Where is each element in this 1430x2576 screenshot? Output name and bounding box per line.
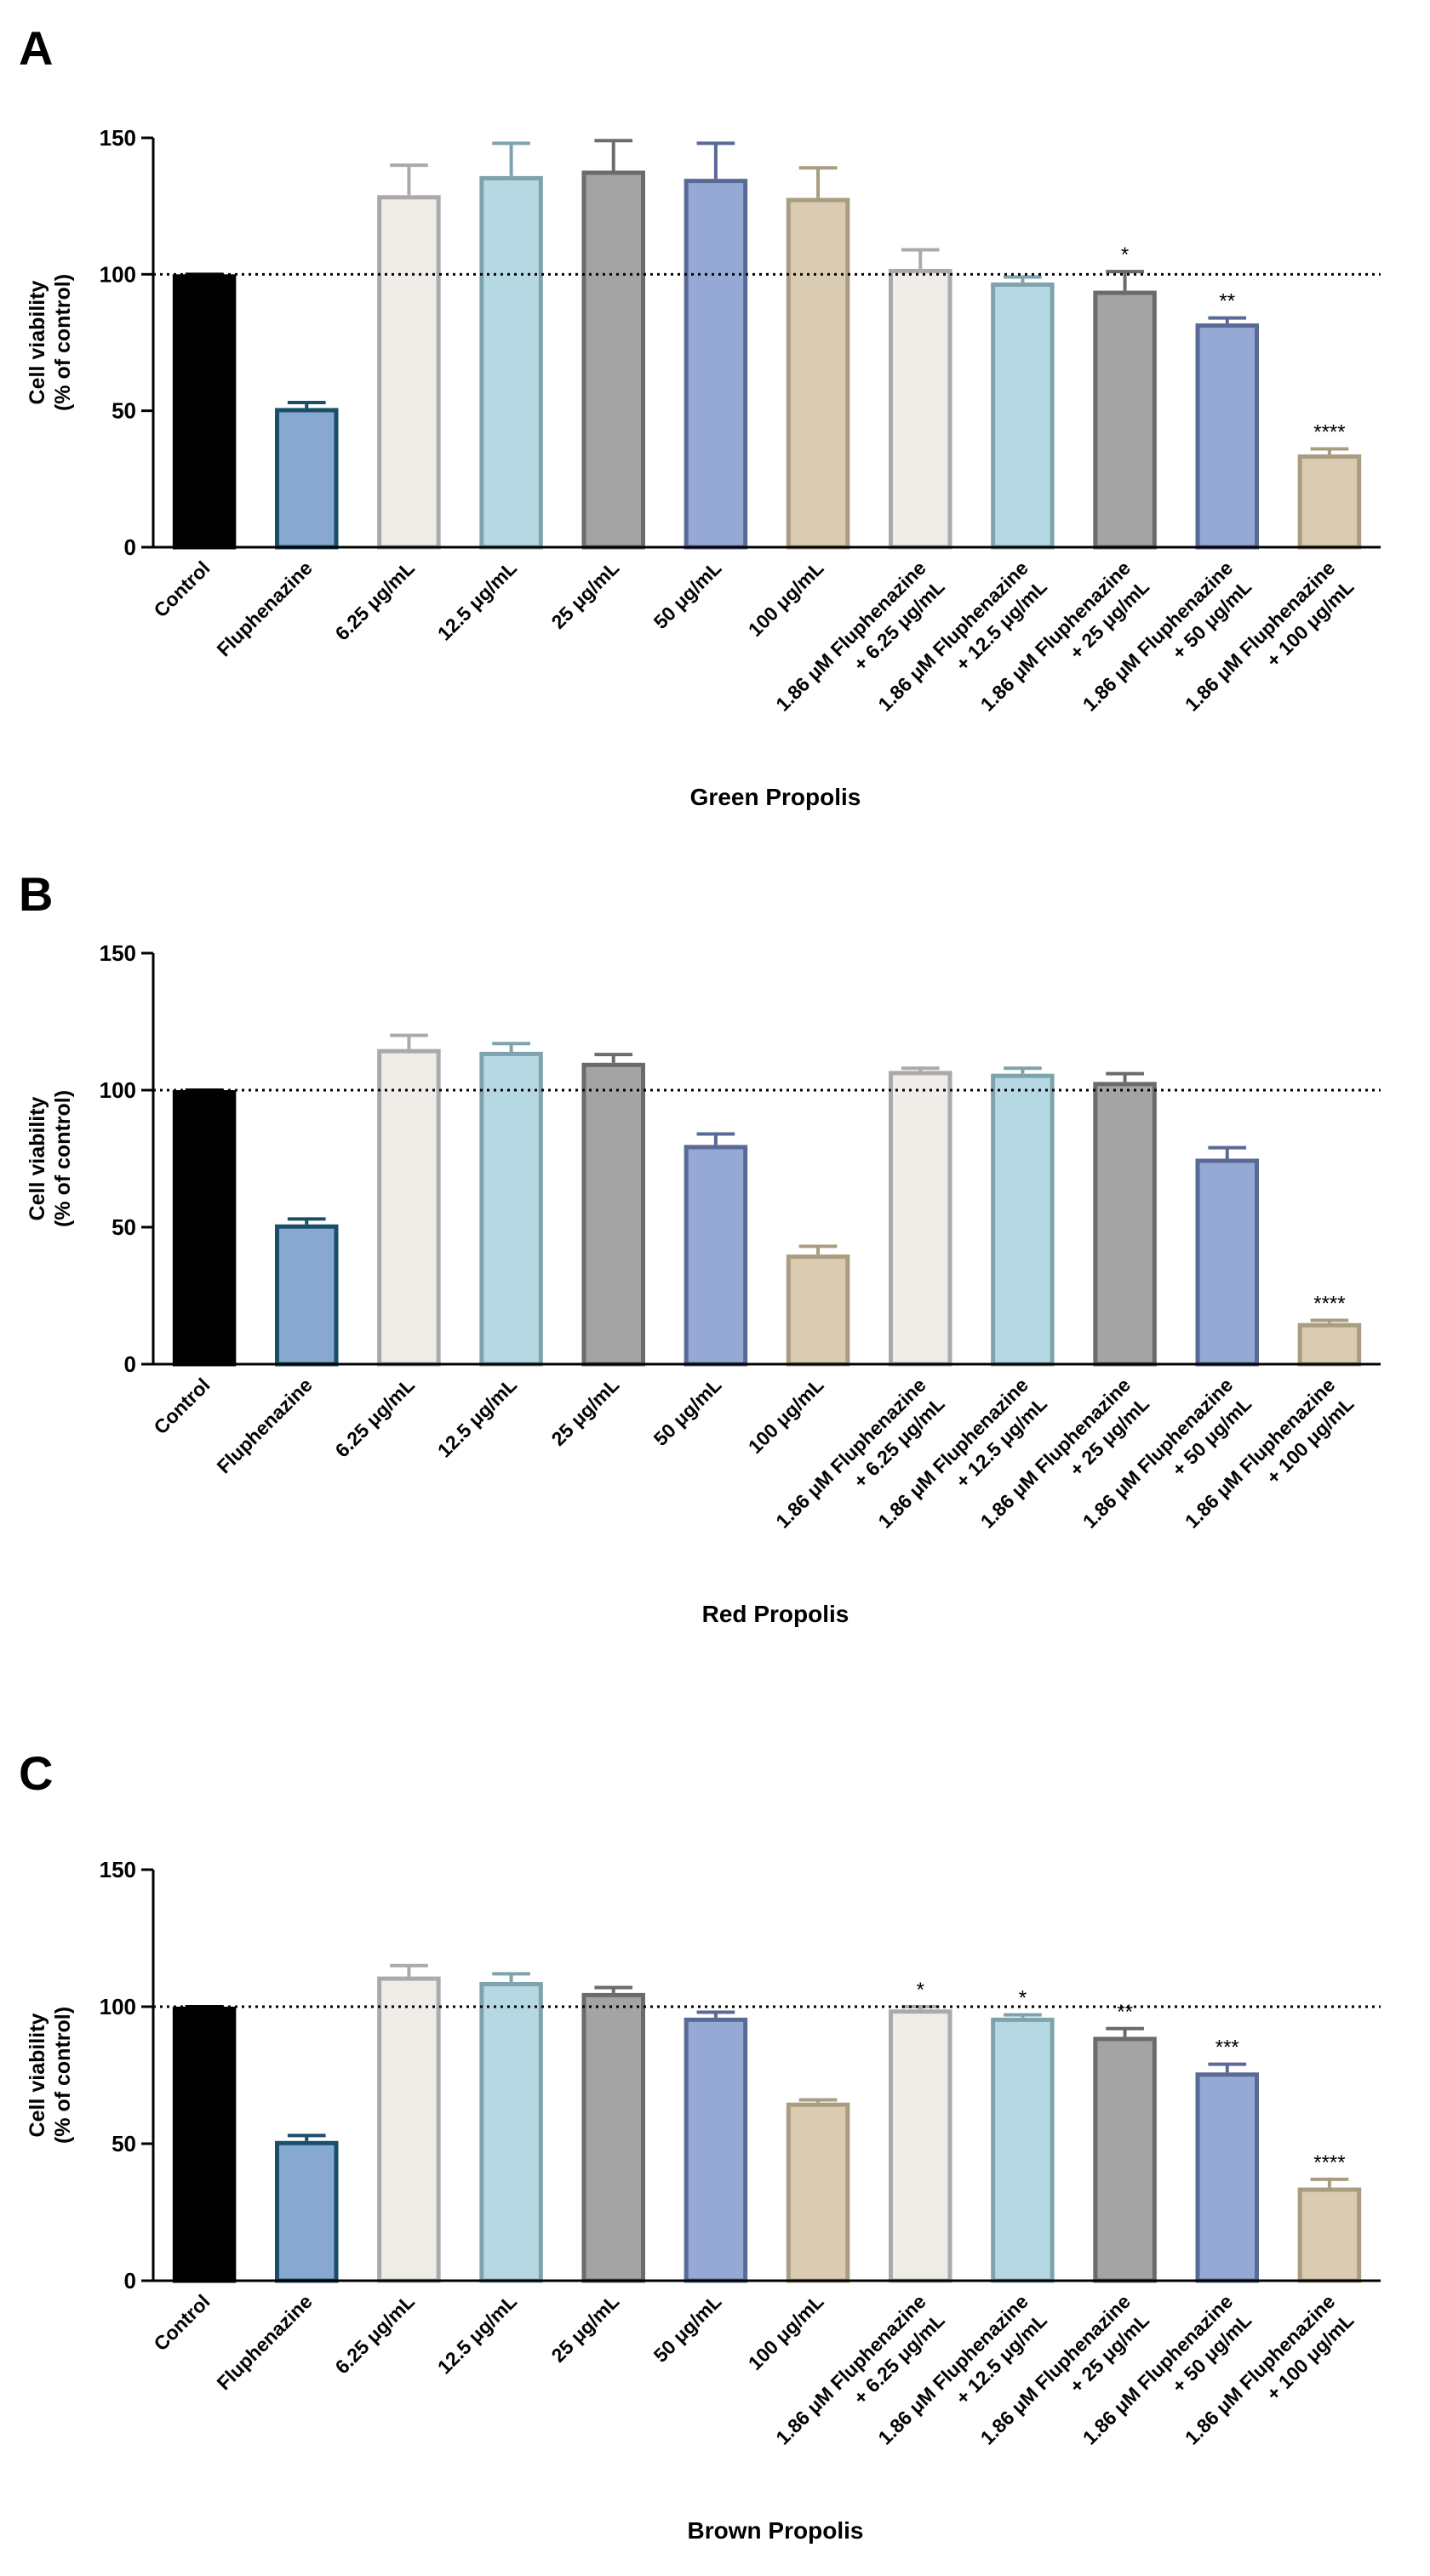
x-tick-label: 50 μg/mL	[649, 1374, 726, 1450]
bar	[684, 2017, 748, 2283]
bar	[1297, 2187, 1362, 2283]
panel-label: A	[19, 21, 53, 75]
bar	[1297, 454, 1362, 550]
bar	[581, 1062, 646, 1367]
y-tick-label: 0	[124, 534, 136, 560]
bar	[1297, 1322, 1362, 1367]
bar	[684, 179, 748, 550]
bar	[377, 1976, 441, 2283]
x-tick-label: Fluphenazine	[212, 1374, 316, 1477]
y-tick-label: 150	[100, 1857, 136, 1882]
x-tick-label: 100 μg/mL	[744, 557, 828, 641]
bar	[1093, 290, 1157, 550]
bar	[888, 268, 952, 550]
x-tick-label: 100 μg/mL	[744, 1374, 828, 1458]
y-tick-label: 100	[100, 1994, 136, 2019]
bar	[581, 1992, 646, 2283]
y-axis-label: Cell viability	[26, 2013, 49, 2137]
y-tick-label: 100	[100, 1077, 136, 1103]
x-tick-label: 25 μg/mL	[546, 557, 623, 633]
x-tick-label: 12.5 μg/mL	[433, 1374, 521, 1461]
significance-marker: **	[1219, 290, 1235, 313]
x-tick-label: Control	[149, 1374, 214, 1438]
bar	[1195, 2072, 1260, 2283]
y-tick-label: 0	[124, 2268, 136, 2293]
x-tick-label: Fluphenazine	[212, 557, 316, 660]
bar	[786, 197, 850, 550]
x-tick-label: 12.5 μg/mL	[433, 2290, 521, 2378]
x-tick-label: 12.5 μg/mL	[433, 557, 521, 644]
bar	[172, 274, 237, 550]
bar	[172, 2007, 237, 2283]
significance-marker: ****	[1313, 1292, 1345, 1315]
bar	[274, 2140, 339, 2283]
y-tick-label: 50	[112, 398, 136, 424]
bar	[172, 1090, 237, 1367]
bar	[1195, 323, 1260, 550]
y-tick-label: 50	[112, 1214, 136, 1240]
panel-label: B	[19, 867, 53, 921]
bar	[479, 175, 543, 550]
x-tick-label: 6.25 μg/mL	[331, 2290, 419, 2378]
significance-marker: *	[1019, 1987, 1027, 2010]
significance-marker: ****	[1313, 421, 1345, 444]
bar	[1093, 1082, 1157, 1367]
y-axis-label: Cell viability	[26, 1096, 49, 1220]
significance-marker: *	[1121, 243, 1129, 266]
y-tick-label: 150	[100, 940, 136, 966]
x-tick-label: 100 μg/mL	[744, 2290, 828, 2374]
bar	[991, 2017, 1055, 2283]
panel-label: C	[19, 1746, 53, 1800]
significance-marker: ***	[1216, 2036, 1239, 2059]
y-axis-label: (% of control)	[51, 1090, 75, 1227]
x-tick-label: 6.25 μg/mL	[331, 557, 419, 644]
bar	[479, 1982, 543, 2283]
bar	[684, 1145, 748, 1367]
x-tick-label: Fluphenazine	[212, 2290, 316, 2394]
bar	[274, 1224, 339, 1367]
bar	[888, 2009, 952, 2283]
x-tick-label: 25 μg/mL	[546, 1374, 623, 1450]
y-tick-label: 100	[100, 261, 136, 287]
x-tick-label: 50 μg/mL	[649, 2290, 726, 2367]
x-tick-label: 6.25 μg/mL	[331, 1374, 419, 1461]
x-axis-label: Red Propolis	[702, 1601, 849, 1627]
y-tick-label: 150	[100, 125, 136, 151]
y-axis-label: (% of control)	[51, 2007, 75, 2144]
significance-marker: **	[1117, 2001, 1133, 2024]
y-axis-label: Cell viability	[26, 280, 49, 404]
bar	[1195, 1158, 1260, 1367]
bar	[991, 282, 1055, 550]
x-axis-label: Brown Propolis	[688, 2517, 864, 2544]
significance-marker: ****	[1313, 2151, 1345, 2174]
y-tick-label: 50	[112, 2131, 136, 2156]
bar	[786, 1254, 850, 1367]
bar	[581, 170, 646, 550]
x-tick-label: Control	[149, 557, 214, 621]
x-axis-label: Green Propolis	[690, 784, 861, 810]
y-tick-label: 0	[124, 1351, 136, 1377]
bar	[1093, 2036, 1157, 2283]
x-tick-label: 25 μg/mL	[546, 2290, 623, 2367]
significance-marker: *	[917, 1979, 924, 2002]
bar	[888, 1071, 952, 1367]
x-tick-label: Control	[149, 2290, 214, 2355]
bar	[377, 195, 441, 550]
bar	[786, 2102, 850, 2283]
y-axis-label: (% of control)	[51, 274, 75, 411]
bar	[377, 1048, 441, 1367]
bar	[479, 1051, 543, 1367]
bar	[274, 408, 339, 550]
bar	[991, 1073, 1055, 1367]
x-tick-label: 50 μg/mL	[649, 557, 726, 633]
